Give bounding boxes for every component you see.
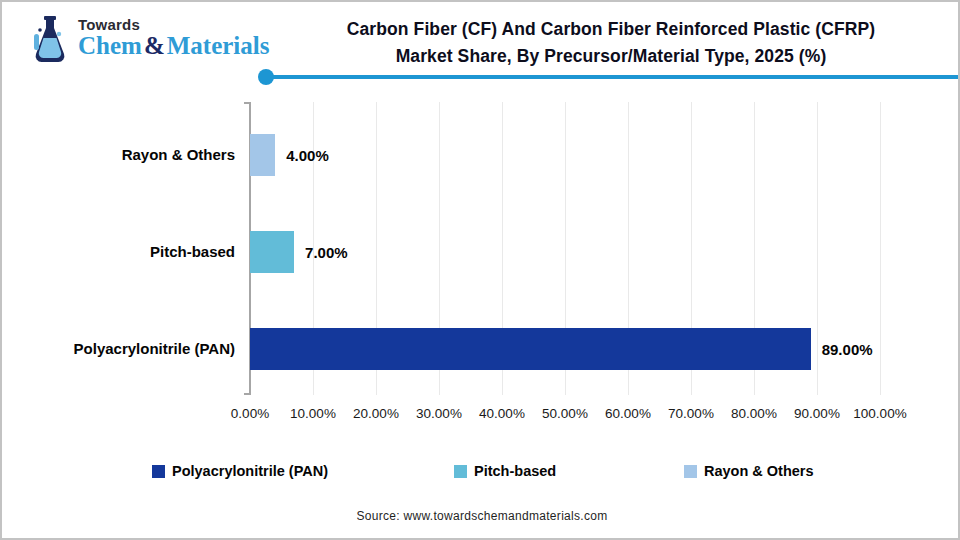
legend-label: Rayon & Others xyxy=(704,463,814,479)
bar-row: 7.00% xyxy=(250,231,880,273)
bar-rayon-others xyxy=(250,134,275,176)
chart-title-line1: Carbon Fiber (CF) And Carbon Fiber Reinf… xyxy=(347,19,875,39)
bar-polyacrylonitrile-pan xyxy=(250,328,811,370)
x-tick-label: 10.00% xyxy=(280,406,346,421)
x-tick-label: 30.00% xyxy=(406,406,472,421)
bar-row: 4.00% xyxy=(250,134,880,176)
bar-value-label: 7.00% xyxy=(305,244,348,261)
legend-label: Pitch-based xyxy=(474,463,556,479)
flask-icon xyxy=(26,14,72,66)
header-accent-dot xyxy=(258,69,274,85)
legend-swatch-icon xyxy=(684,465,697,478)
source-attribution: Source: www.towardschemandmaterials.com xyxy=(2,509,960,523)
x-tick-label: 0.00% xyxy=(217,406,283,421)
legend-item-rayon-others: Rayon & Others xyxy=(684,463,814,479)
legend-swatch-icon xyxy=(152,465,165,478)
chart-title: Carbon Fiber (CF) And Carbon Fiber Reinf… xyxy=(270,16,952,70)
legend: Polyacrylonitrile (PAN) Pitch-based Rayo… xyxy=(2,463,960,485)
x-axis-tick-labels: 0.00%10.00%20.00%30.00%40.00%50.00%60.00… xyxy=(250,406,880,428)
bar-value-label: 89.00% xyxy=(822,341,873,358)
legend-swatch-icon xyxy=(454,465,467,478)
legend-item-pitch-based: Pitch-based xyxy=(454,463,556,479)
bar-pitch-based xyxy=(250,231,294,273)
y-axis-category-labels: Rayon & Others Pitch-based Polyacrylonit… xyxy=(20,102,235,395)
x-tick-label: 60.00% xyxy=(595,406,661,421)
category-label-polyacrylonitrile-pan: Polyacrylonitrile (PAN) xyxy=(20,328,235,370)
x-tick-label: 90.00% xyxy=(784,406,850,421)
plot-area: 4.00% 7.00% 89.00% xyxy=(250,102,880,395)
chart-canvas: Towards Chem&Materials Carbon Fiber (CF)… xyxy=(0,0,960,540)
brand-logo-text: Towards Chem&Materials xyxy=(78,16,269,59)
x-tick-label: 80.00% xyxy=(721,406,787,421)
gridline xyxy=(880,102,881,395)
x-tick-label: 50.00% xyxy=(532,406,598,421)
x-tick-label: 40.00% xyxy=(469,406,535,421)
category-label-rayon-others: Rayon & Others xyxy=(20,134,235,176)
x-tick-label: 70.00% xyxy=(658,406,724,421)
bar-value-label: 4.00% xyxy=(286,147,329,164)
legend-item-polyacrylonitrile-pan: Polyacrylonitrile (PAN) xyxy=(152,463,328,479)
header-accent-rule xyxy=(266,75,958,79)
logo-chem-materials-label: Chem&Materials xyxy=(78,33,269,59)
brand-logo: Towards Chem&Materials xyxy=(26,14,269,66)
x-tick-label: 100.00% xyxy=(847,406,913,421)
logo-towards-label: Towards xyxy=(78,16,269,33)
category-label-pitch-based: Pitch-based xyxy=(20,231,235,273)
legend-label: Polyacrylonitrile (PAN) xyxy=(172,463,328,479)
chart-title-line2: Market Share, By Precursor/Material Type… xyxy=(396,46,827,66)
bar-row: 89.00% xyxy=(250,328,880,370)
x-tick-label: 20.00% xyxy=(343,406,409,421)
